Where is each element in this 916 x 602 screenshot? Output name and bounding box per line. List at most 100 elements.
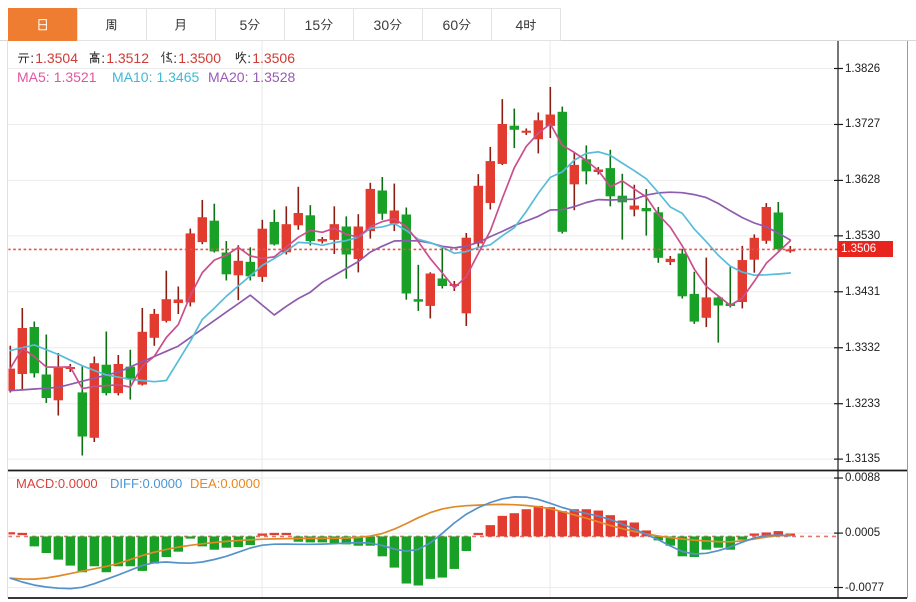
macd-bar (389, 536, 399, 568)
macd-bar (485, 525, 495, 537)
candle-body (305, 215, 315, 242)
macd-value: 0.0000 (57, 476, 98, 491)
candle-body (509, 125, 519, 130)
cjk-glyph-日 (38, 18, 48, 31)
macd-bar (89, 536, 99, 567)
candle-body (173, 299, 183, 303)
macd-bar (689, 536, 699, 557)
tab-60min[interactable]: 60 (422, 8, 492, 41)
price-axis-tick-label: 1.3826 (845, 62, 881, 75)
macd-bar (257, 533, 267, 536)
macd-bar (461, 536, 471, 552)
macd-bar (101, 536, 111, 573)
ohlc-item-3: :1.3506 (234, 50, 295, 66)
ma-label: MA10: (112, 69, 153, 85)
candle-body (713, 297, 723, 306)
candle-body (41, 374, 51, 399)
candle-body (425, 273, 435, 306)
candle-body (437, 278, 447, 287)
candle-body (485, 161, 495, 203)
candle-body (581, 159, 591, 172)
diff-line (9, 496, 792, 590)
ma-value: 1.3465 (156, 69, 200, 85)
tab-4hour[interactable]: 4 (491, 8, 561, 41)
macd-bar (149, 536, 159, 564)
price-axis-tick-label: 1.3628 (845, 174, 881, 187)
ma-value: 1.3528 (252, 69, 296, 85)
candle-body (101, 364, 111, 394)
cjk-glyph-分 (321, 18, 333, 31)
macd-bar (749, 533, 759, 536)
macd-bar (449, 536, 459, 569)
macd-bar (329, 536, 339, 544)
macd-bar (113, 536, 123, 567)
macd-bar (77, 536, 87, 573)
candle-body (641, 208, 651, 212)
candle-body (185, 233, 195, 303)
macd-bar (653, 536, 663, 541)
cjk-glyph-分 (248, 18, 260, 31)
macd-label: DEA: (190, 476, 221, 491)
macd-bar (137, 536, 147, 571)
macd-bar (53, 536, 63, 560)
candle-body (29, 327, 39, 374)
current-price-tag: 1.3506 (838, 241, 893, 258)
candle-body (689, 293, 699, 322)
macd-bar (401, 536, 411, 584)
macd-legend-item-1: DIFF: 0.0000 (110, 476, 182, 491)
macd-axis-tick-label: 0.0088 (845, 472, 881, 485)
candle-body (785, 249, 795, 252)
tab-5min[interactable]: 5 (215, 8, 285, 41)
candle-body (605, 168, 615, 197)
macd-bar (677, 536, 687, 557)
cjk-glyph-分 (390, 18, 402, 31)
macd-bar (29, 536, 39, 547)
macd-bar (365, 536, 375, 546)
ma-value: 1.3521 (53, 69, 97, 85)
candle-body (149, 313, 159, 338)
candle-body (449, 283, 459, 287)
candle-body (17, 328, 27, 374)
ma10-line (9, 150, 792, 383)
candle-body (353, 226, 363, 259)
macd-bar (761, 532, 771, 537)
macd-bar (317, 536, 327, 543)
candle-body (413, 299, 423, 302)
tab-day[interactable] (8, 8, 78, 41)
tab-15min[interactable]: 15 (284, 8, 354, 41)
macd-bar (437, 536, 447, 578)
macd-bar (17, 532, 27, 536)
ma-label: MA5: (17, 69, 50, 85)
price-axis-tick-label: 1.3727 (845, 118, 881, 131)
ohlc-value: 1.3500 (178, 50, 222, 66)
tab-month[interactable] (146, 8, 216, 41)
candle-body (281, 224, 291, 253)
macd-bar (737, 536, 747, 540)
tab-week[interactable] (77, 8, 147, 41)
candle-body (365, 188, 375, 232)
cjk-glyph-时 (524, 18, 537, 31)
cjk-glyph-收 (235, 51, 247, 64)
candle-body (569, 164, 579, 185)
ma5-line (9, 122, 792, 390)
tab-30min[interactable]: 30 (353, 8, 423, 41)
ma-label: MA20: (208, 69, 249, 85)
macd-bar (233, 536, 243, 548)
candle-body (233, 260, 243, 276)
macd-axis-tick-label: 0.0005 (845, 527, 881, 540)
macd-bar (665, 536, 675, 546)
ohlc-value: 1.3512 (106, 50, 150, 66)
macd-label: DIFF: (110, 476, 143, 491)
candle-body (197, 217, 207, 243)
macd-bar (197, 536, 207, 547)
macd-bar (593, 510, 603, 537)
macd-bar (161, 536, 171, 557)
cjk-glyph-分 (459, 18, 471, 31)
macd-bar (8, 532, 15, 535)
ohlc-value: 1.3504 (35, 50, 79, 66)
candle-body (89, 363, 99, 438)
candle-body (761, 206, 771, 241)
macd-legend-item-0: MACD: 0.0000 (16, 476, 98, 491)
cjk-glyph-周 (106, 19, 117, 31)
